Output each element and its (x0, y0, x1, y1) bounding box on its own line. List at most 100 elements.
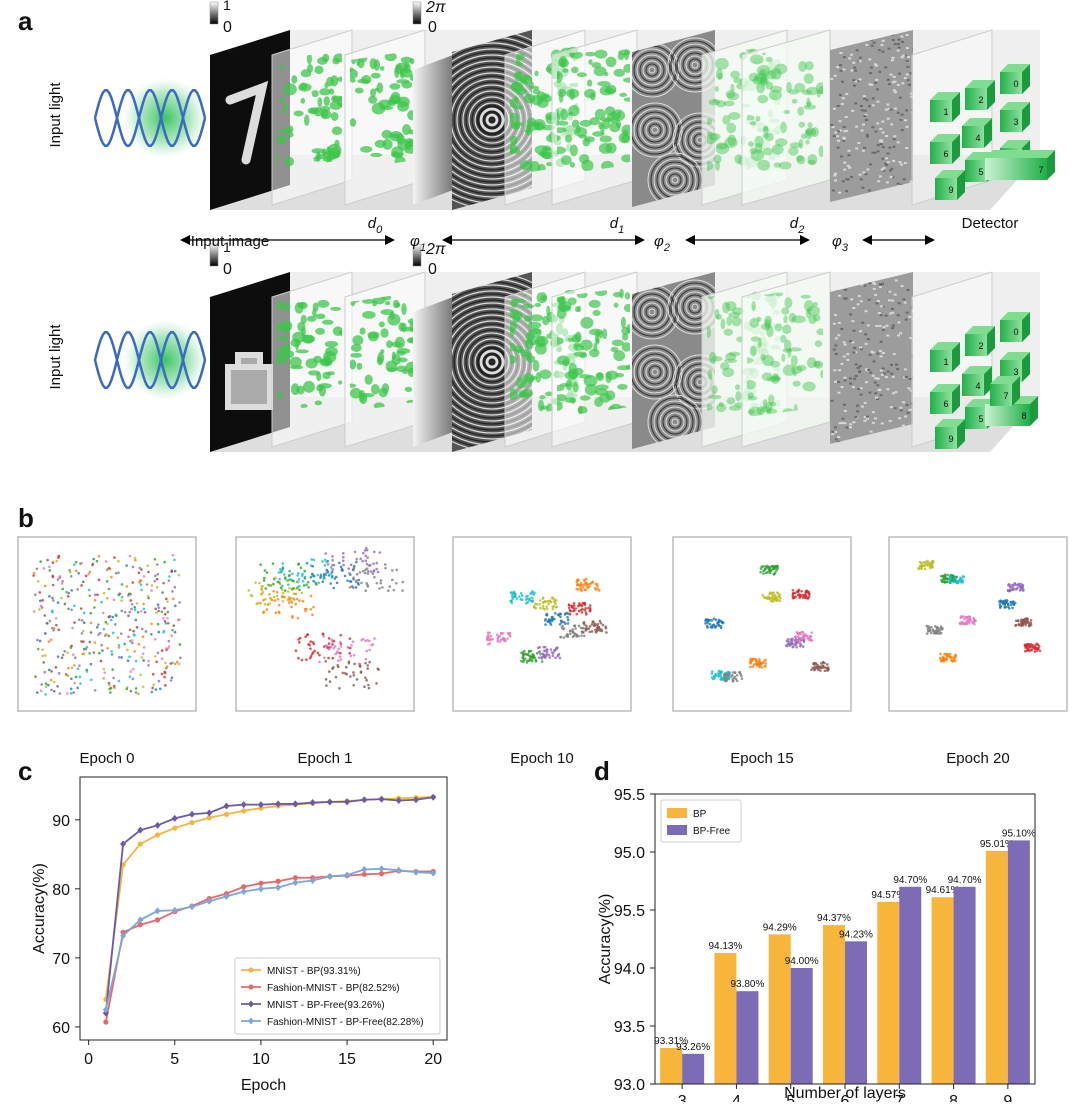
embedding-point (352, 683, 355, 687)
stage-subscript: 1 (618, 224, 624, 236)
green-spot (557, 401, 563, 411)
embedding-point (786, 642, 790, 646)
green-spot (747, 392, 754, 399)
embedding-point (324, 572, 328, 575)
embedding-point (925, 632, 929, 635)
ring (482, 110, 502, 130)
embedding-point (73, 656, 77, 659)
noise (881, 50, 885, 53)
noise (882, 372, 886, 375)
green-spot (605, 390, 616, 401)
green-spot (788, 312, 797, 323)
bar (845, 941, 867, 1084)
embedding-point (487, 633, 490, 637)
data-point (344, 871, 351, 879)
embedding-point (63, 649, 66, 653)
green-spot (370, 152, 383, 157)
green-pattern (277, 298, 342, 409)
embedding-point (70, 589, 74, 592)
noise (901, 82, 905, 85)
data-point (275, 883, 282, 891)
embedding-point (113, 556, 116, 559)
green-spot (589, 348, 600, 358)
noise (880, 44, 884, 47)
embedding-point (821, 664, 825, 668)
side-label: Input light (47, 82, 64, 148)
embedding-point (520, 659, 523, 663)
noise (890, 307, 894, 310)
embedding-point (32, 574, 35, 577)
embedding-point (100, 600, 103, 604)
data-point (412, 868, 419, 876)
green-spot (766, 376, 781, 383)
embedding-point (140, 627, 144, 631)
detector-digit: 0 (1013, 79, 1018, 89)
embedding-point (147, 663, 150, 667)
embedding-point (776, 566, 780, 570)
embedding-point (361, 559, 364, 563)
noise (834, 344, 838, 347)
stage-symbol: d (610, 215, 619, 232)
green-spot (757, 337, 762, 349)
embedding-point (177, 618, 180, 622)
green-spot (621, 154, 630, 163)
embedding-point (337, 647, 340, 651)
embedding-point (308, 643, 311, 647)
arrow-head (442, 235, 452, 245)
embedding-point (375, 682, 378, 685)
noise (877, 49, 881, 52)
detector-top (1000, 64, 1030, 72)
detector-top (1000, 102, 1030, 110)
embedding-point (401, 589, 404, 592)
noise (859, 104, 863, 107)
embedding-point (366, 569, 370, 573)
embedding-point (352, 577, 355, 581)
green-spot (816, 89, 821, 98)
embedding-point (130, 602, 134, 606)
data-point (241, 884, 247, 890)
green-spot (749, 318, 760, 328)
noise (854, 363, 858, 366)
embedding-point (311, 613, 314, 617)
embedding-point (575, 587, 578, 591)
embedding-point (96, 593, 99, 596)
embedding-point (80, 632, 84, 635)
embedding-point (376, 667, 380, 670)
data-point (154, 821, 161, 829)
green-spot (757, 94, 769, 104)
embedding-point (38, 599, 42, 603)
embedding-point (588, 585, 591, 588)
embedding-point (826, 668, 830, 671)
embedding-point (749, 659, 753, 663)
detector-side (984, 118, 992, 148)
green-spot (623, 63, 630, 73)
noise (886, 388, 890, 391)
green-spot (534, 302, 542, 308)
noise (907, 387, 911, 390)
embedding-point (496, 636, 500, 640)
green-spot (293, 110, 304, 117)
embedding-point (38, 591, 42, 594)
green-spot (562, 359, 570, 367)
green-spot (792, 371, 797, 377)
embedding-point (390, 569, 394, 572)
embedding-point (585, 584, 588, 588)
embedding-point (84, 574, 88, 578)
green-spot (537, 399, 545, 412)
embedding-point (286, 590, 290, 593)
embedding-point (156, 622, 160, 626)
embedding-point (367, 639, 371, 643)
embedding-point (260, 585, 264, 588)
green-spot (756, 64, 771, 77)
green-spot (584, 136, 595, 143)
embedding-point (112, 598, 116, 602)
green-pattern (557, 49, 630, 172)
embedding-point (129, 670, 132, 673)
stage-symbol: φ (410, 233, 420, 250)
embedding-point (173, 630, 177, 634)
embedding-point (74, 675, 78, 679)
green-spot (769, 402, 777, 407)
noise (856, 79, 860, 82)
embedding-point (57, 554, 61, 558)
noise (900, 285, 904, 288)
